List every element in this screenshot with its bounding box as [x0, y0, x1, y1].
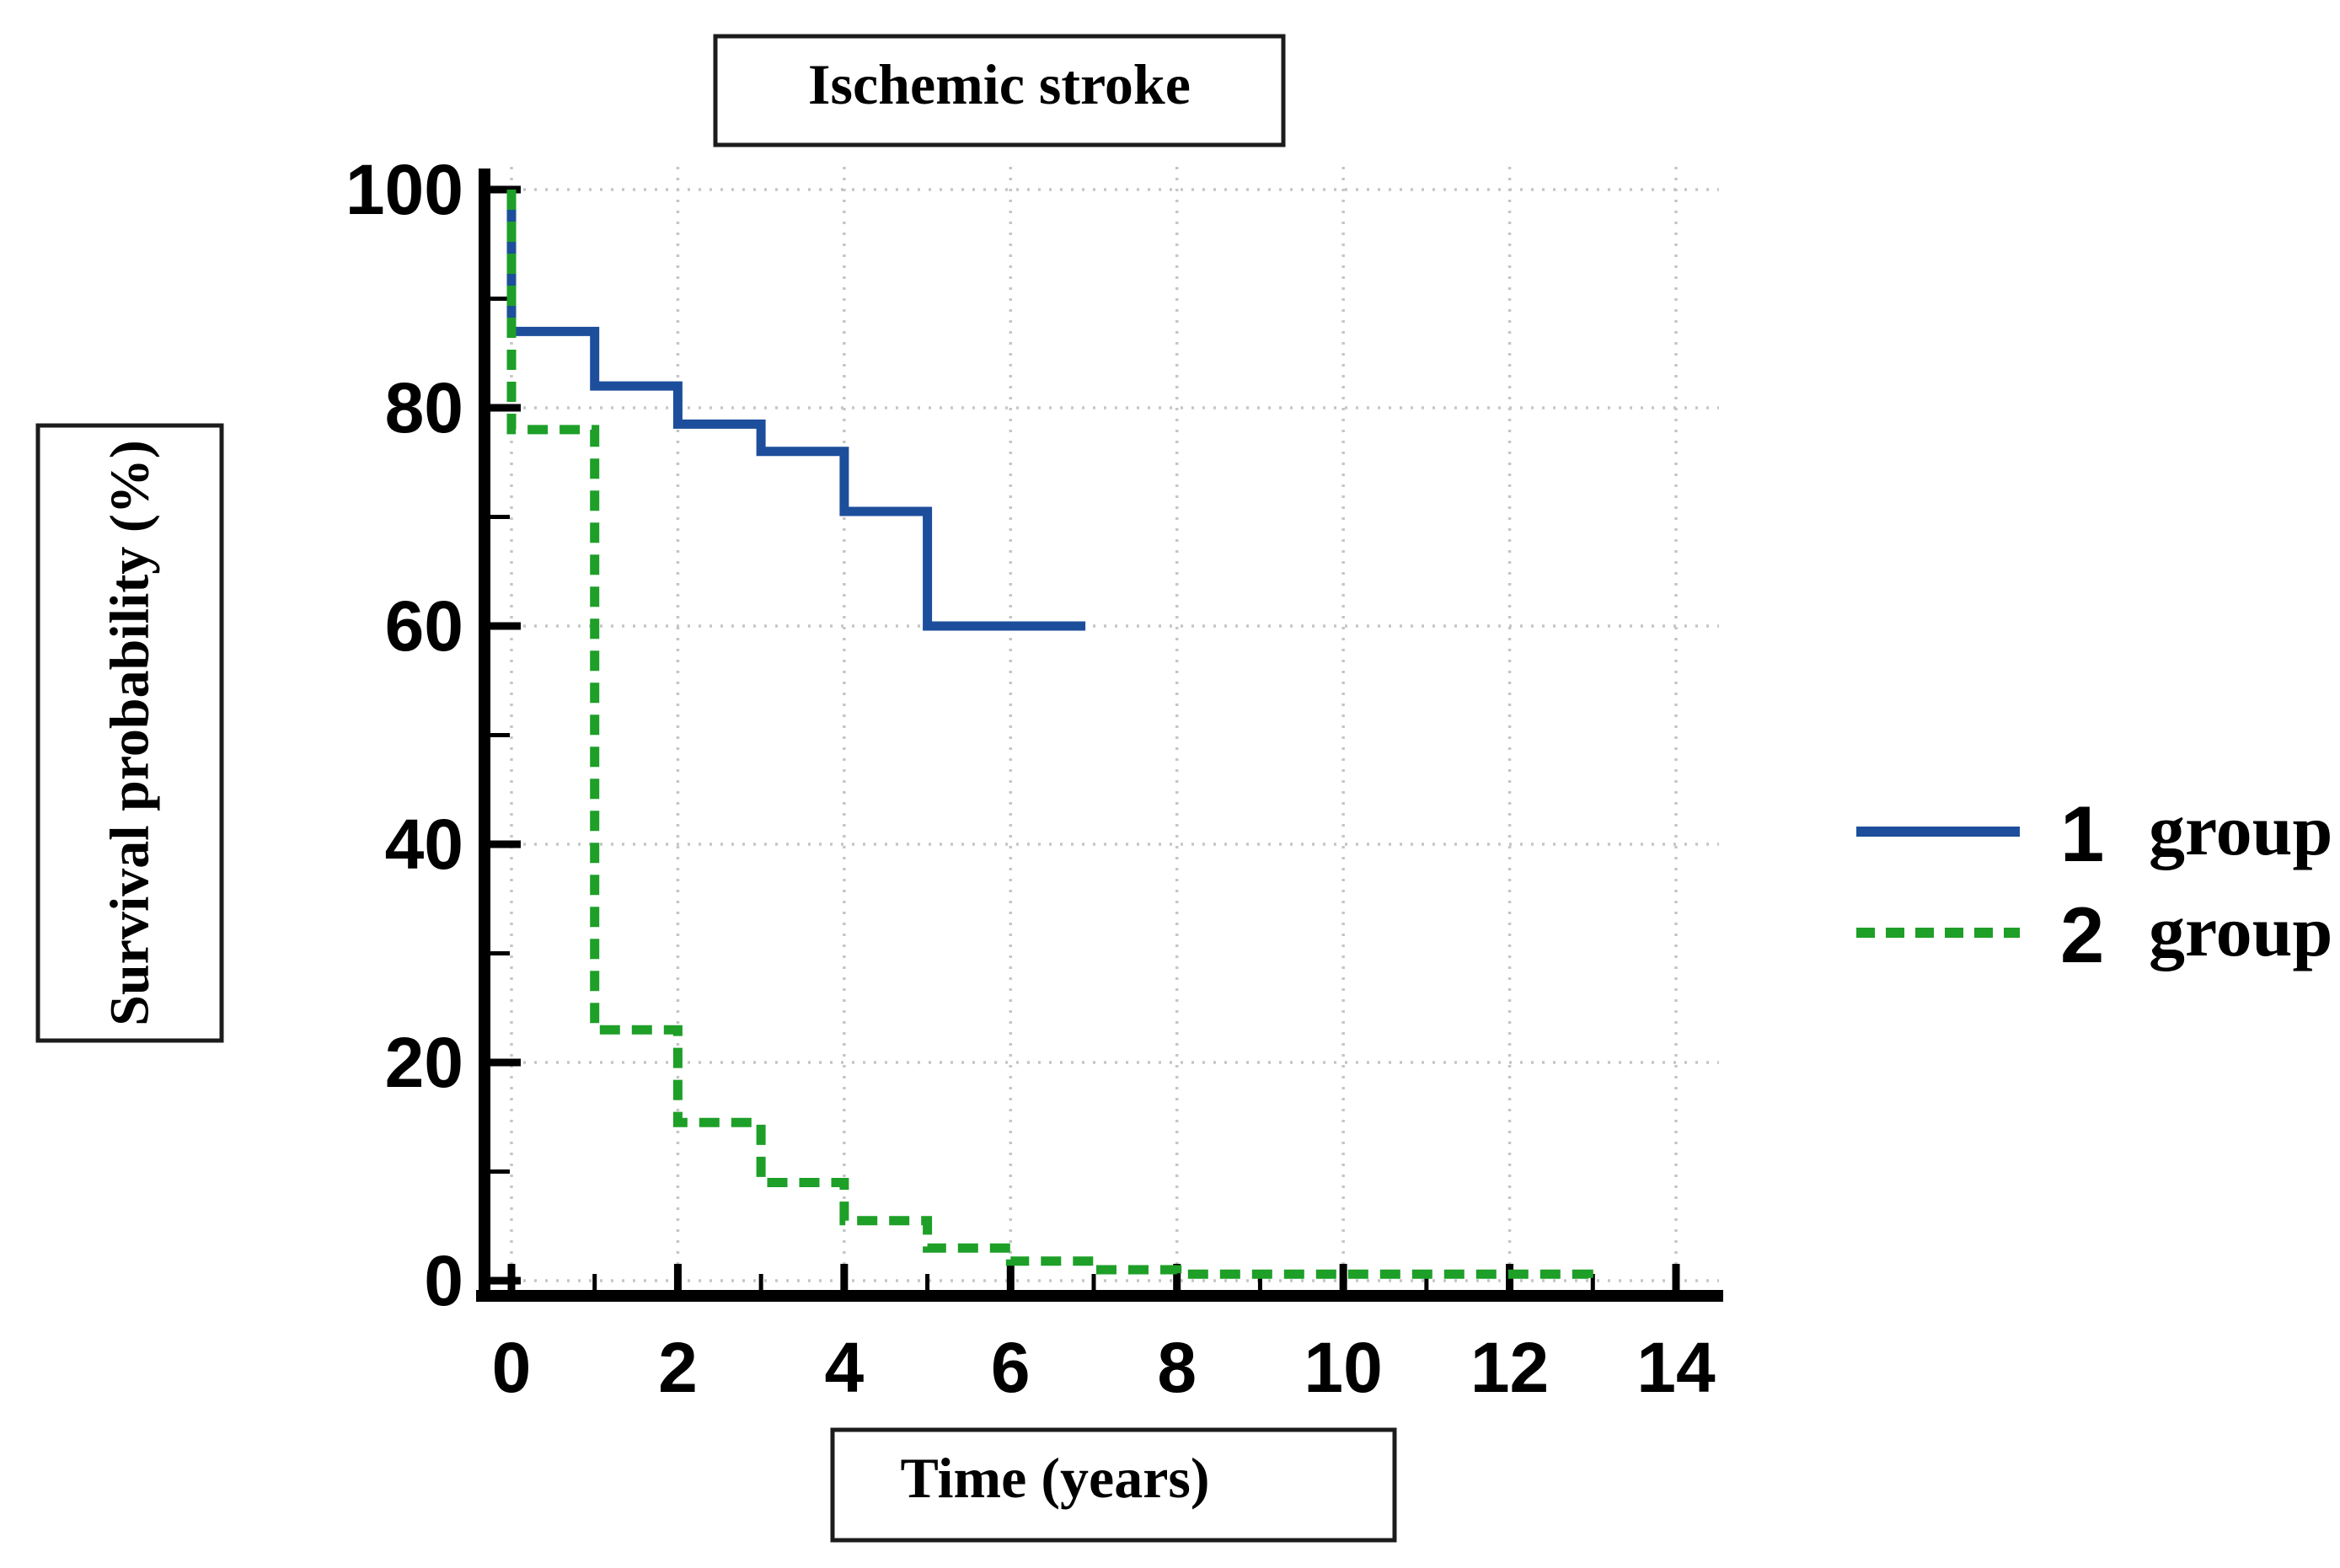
y-tick-label: 60 [385, 586, 463, 666]
chart-title: Ischemic stroke [808, 52, 1191, 116]
y-tick-label: 40 [385, 805, 463, 884]
legend-number-group1: 1 [2060, 789, 2104, 878]
x-axis-label-group: Time (years) [830, 1427, 1397, 1543]
y-axis-label: Survival probability (%) [99, 440, 161, 1026]
y-axis-label-box [35, 423, 224, 1043]
x-tick-label: 12 [1470, 1328, 1549, 1407]
legend: 1 group 2 group [1856, 789, 2332, 979]
x-tick-label: 8 [1157, 1328, 1197, 1407]
legend-number-group2: 2 [2060, 891, 2104, 979]
title-box [713, 34, 1286, 147]
survival-curve-group2 [506, 190, 1593, 1280]
x-tick-label: 0 [492, 1328, 532, 1407]
axes-layer [476, 169, 1723, 1302]
x-tick-label: 2 [658, 1328, 698, 1407]
x-tick-label: 14 [1636, 1328, 1716, 1407]
x-axis-label: Time (years) [901, 1446, 1210, 1510]
x-tick-label: 10 [1304, 1328, 1382, 1407]
tick-labels-layer: 0 20 40 60 80 100 0 2 4 6 8 10 12 14 [345, 150, 1716, 1407]
y-axis-label-group: Survival probability (%) [35, 423, 224, 1043]
title-box-group: Ischemic stroke [713, 34, 1286, 147]
x-axis-label-box [830, 1427, 1397, 1543]
y-tick-label: 100 [345, 150, 463, 229]
y-tick-label: 20 [385, 1023, 463, 1102]
survival-curve-group1 [506, 190, 1086, 631]
legend-label-group1: group [2149, 789, 2332, 870]
y-tick-label: 80 [385, 368, 463, 447]
gridlines-layer [490, 167, 1719, 1290]
legend-label-group2: group [2149, 891, 2332, 971]
y-tick-label: 0 [424, 1241, 463, 1320]
series-layer [506, 190, 1593, 1280]
x-tick-label: 4 [824, 1328, 864, 1407]
x-tick-label: 6 [991, 1328, 1031, 1407]
